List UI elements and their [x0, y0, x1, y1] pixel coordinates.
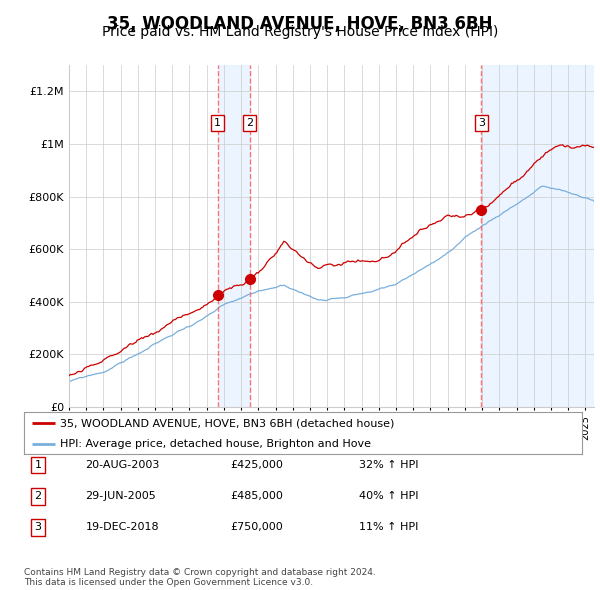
Text: £425,000: £425,000 — [230, 460, 283, 470]
Text: 3: 3 — [34, 523, 41, 532]
Text: Price paid vs. HM Land Registry's House Price Index (HPI): Price paid vs. HM Land Registry's House … — [102, 25, 498, 40]
Text: £750,000: £750,000 — [230, 523, 283, 532]
Text: 32% ↑ HPI: 32% ↑ HPI — [359, 460, 418, 470]
Bar — [481, 65, 594, 407]
Text: 29-JUN-2005: 29-JUN-2005 — [85, 491, 156, 501]
Text: 2: 2 — [246, 118, 253, 128]
Text: 1: 1 — [214, 118, 221, 128]
Text: 40% ↑ HPI: 40% ↑ HPI — [359, 491, 418, 501]
Text: £485,000: £485,000 — [230, 491, 283, 501]
Text: Contains HM Land Registry data © Crown copyright and database right 2024.
This d: Contains HM Land Registry data © Crown c… — [24, 568, 376, 587]
Text: 1: 1 — [34, 460, 41, 470]
Text: 2: 2 — [34, 491, 41, 501]
Text: 3: 3 — [478, 118, 485, 128]
Text: 11% ↑ HPI: 11% ↑ HPI — [359, 523, 418, 532]
Text: 19-DEC-2018: 19-DEC-2018 — [85, 523, 159, 532]
Text: 35, WOODLAND AVENUE, HOVE, BN3 6BH (detached house): 35, WOODLAND AVENUE, HOVE, BN3 6BH (deta… — [60, 418, 395, 428]
Bar — [218, 65, 250, 407]
Text: 35, WOODLAND AVENUE, HOVE, BN3 6BH: 35, WOODLAND AVENUE, HOVE, BN3 6BH — [107, 15, 493, 33]
Text: HPI: Average price, detached house, Brighton and Hove: HPI: Average price, detached house, Brig… — [60, 439, 371, 448]
Text: 20-AUG-2003: 20-AUG-2003 — [85, 460, 160, 470]
